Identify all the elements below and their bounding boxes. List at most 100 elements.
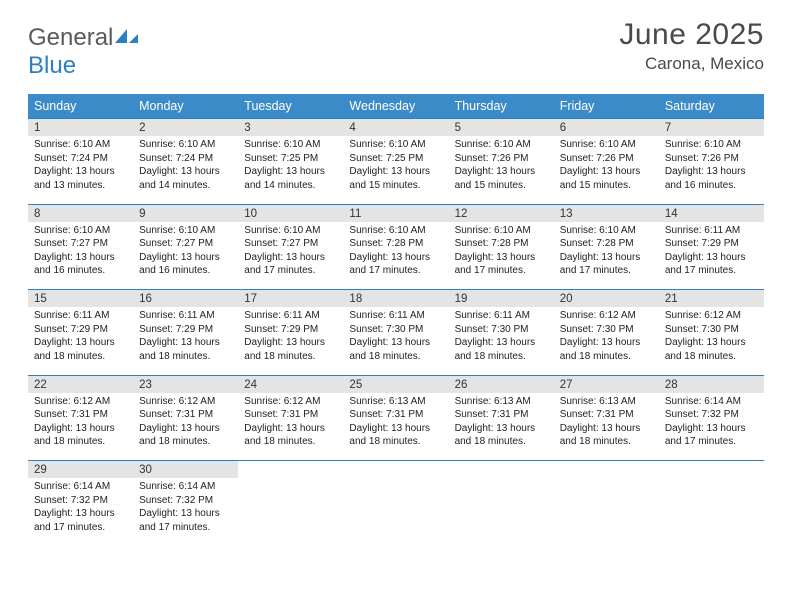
day-number: 17 [238, 290, 343, 308]
title-block: June 2025 Carona, Mexico [619, 18, 764, 74]
daynum-row: 1234567 [28, 119, 764, 137]
day-cell [554, 478, 659, 546]
calendar-table: Sunday Monday Tuesday Wednesday Thursday… [28, 94, 764, 546]
day-number: 5 [449, 119, 554, 137]
dayheader-thursday: Thursday [449, 94, 554, 119]
day-cell: Sunrise: 6:10 AMSunset: 7:25 PMDaylight:… [343, 136, 448, 204]
day-number: 20 [554, 290, 659, 308]
day-cell [238, 478, 343, 546]
day-cell: Sunrise: 6:10 AMSunset: 7:26 PMDaylight:… [554, 136, 659, 204]
day-number: 12 [449, 204, 554, 222]
day-cell: Sunrise: 6:10 AMSunset: 7:28 PMDaylight:… [449, 222, 554, 290]
day-number: 13 [554, 204, 659, 222]
logo-text: GeneralBlue [28, 24, 139, 80]
day-cell: Sunrise: 6:14 AMSunset: 7:32 PMDaylight:… [133, 478, 238, 546]
day-number: 27 [554, 375, 659, 393]
day-number: 8 [28, 204, 133, 222]
day-cell: Sunrise: 6:14 AMSunset: 7:32 PMDaylight:… [28, 478, 133, 546]
logo-sail-icon [113, 27, 139, 45]
location: Carona, Mexico [619, 54, 764, 74]
content-row: Sunrise: 6:11 AMSunset: 7:29 PMDaylight:… [28, 307, 764, 375]
day-cell: Sunrise: 6:12 AMSunset: 7:31 PMDaylight:… [28, 393, 133, 461]
day-number: 15 [28, 290, 133, 308]
day-cell: Sunrise: 6:11 AMSunset: 7:29 PMDaylight:… [659, 222, 764, 290]
calendar-header-row: Sunday Monday Tuesday Wednesday Thursday… [28, 94, 764, 119]
day-number: 16 [133, 290, 238, 308]
day-cell: Sunrise: 6:10 AMSunset: 7:27 PMDaylight:… [133, 222, 238, 290]
logo-part1: General [28, 24, 113, 51]
content-row: Sunrise: 6:10 AMSunset: 7:24 PMDaylight:… [28, 136, 764, 204]
day-cell: Sunrise: 6:13 AMSunset: 7:31 PMDaylight:… [343, 393, 448, 461]
day-number: 9 [133, 204, 238, 222]
dayheader-friday: Friday [554, 94, 659, 119]
day-number: 14 [659, 204, 764, 222]
day-number [449, 461, 554, 479]
month-title: June 2025 [619, 18, 764, 52]
day-number: 10 [238, 204, 343, 222]
content-row: Sunrise: 6:14 AMSunset: 7:32 PMDaylight:… [28, 478, 764, 546]
day-number: 1 [28, 119, 133, 137]
header: GeneralBlue June 2025 Carona, Mexico [28, 18, 764, 80]
day-cell: Sunrise: 6:10 AMSunset: 7:28 PMDaylight:… [343, 222, 448, 290]
day-cell [343, 478, 448, 546]
day-number: 23 [133, 375, 238, 393]
day-cell: Sunrise: 6:10 AMSunset: 7:24 PMDaylight:… [133, 136, 238, 204]
day-number: 2 [133, 119, 238, 137]
daynum-row: 891011121314 [28, 204, 764, 222]
day-cell: Sunrise: 6:10 AMSunset: 7:25 PMDaylight:… [238, 136, 343, 204]
dayheader-monday: Monday [133, 94, 238, 119]
day-number: 4 [343, 119, 448, 137]
day-number: 21 [659, 290, 764, 308]
dayheader-wednesday: Wednesday [343, 94, 448, 119]
day-cell: Sunrise: 6:10 AMSunset: 7:27 PMDaylight:… [28, 222, 133, 290]
day-cell [449, 478, 554, 546]
day-number: 28 [659, 375, 764, 393]
day-cell: Sunrise: 6:12 AMSunset: 7:31 PMDaylight:… [133, 393, 238, 461]
day-cell [659, 478, 764, 546]
day-cell: Sunrise: 6:14 AMSunset: 7:32 PMDaylight:… [659, 393, 764, 461]
daynum-row: 22232425262728 [28, 375, 764, 393]
day-cell: Sunrise: 6:13 AMSunset: 7:31 PMDaylight:… [554, 393, 659, 461]
day-cell: Sunrise: 6:10 AMSunset: 7:24 PMDaylight:… [28, 136, 133, 204]
day-cell: Sunrise: 6:10 AMSunset: 7:28 PMDaylight:… [554, 222, 659, 290]
day-cell: Sunrise: 6:11 AMSunset: 7:30 PMDaylight:… [343, 307, 448, 375]
day-number: 7 [659, 119, 764, 137]
day-cell: Sunrise: 6:11 AMSunset: 7:29 PMDaylight:… [238, 307, 343, 375]
day-cell: Sunrise: 6:11 AMSunset: 7:29 PMDaylight:… [28, 307, 133, 375]
day-number [238, 461, 343, 479]
logo-part2: Blue [28, 52, 76, 79]
day-cell: Sunrise: 6:12 AMSunset: 7:31 PMDaylight:… [238, 393, 343, 461]
day-number [659, 461, 764, 479]
day-number: 29 [28, 461, 133, 479]
day-number [554, 461, 659, 479]
day-number [343, 461, 448, 479]
day-cell: Sunrise: 6:11 AMSunset: 7:29 PMDaylight:… [133, 307, 238, 375]
day-number: 22 [28, 375, 133, 393]
day-cell: Sunrise: 6:10 AMSunset: 7:26 PMDaylight:… [659, 136, 764, 204]
calendar-body: 1234567Sunrise: 6:10 AMSunset: 7:24 PMDa… [28, 119, 764, 547]
day-cell: Sunrise: 6:12 AMSunset: 7:30 PMDaylight:… [659, 307, 764, 375]
day-cell: Sunrise: 6:11 AMSunset: 7:30 PMDaylight:… [449, 307, 554, 375]
day-cell: Sunrise: 6:10 AMSunset: 7:26 PMDaylight:… [449, 136, 554, 204]
day-number: 6 [554, 119, 659, 137]
day-number: 18 [343, 290, 448, 308]
page: GeneralBlue June 2025 Carona, Mexico Sun… [0, 0, 792, 564]
content-row: Sunrise: 6:10 AMSunset: 7:27 PMDaylight:… [28, 222, 764, 290]
day-cell: Sunrise: 6:12 AMSunset: 7:30 PMDaylight:… [554, 307, 659, 375]
day-number: 11 [343, 204, 448, 222]
dayheader-tuesday: Tuesday [238, 94, 343, 119]
dayheader-sunday: Sunday [28, 94, 133, 119]
day-number: 30 [133, 461, 238, 479]
day-cell: Sunrise: 6:10 AMSunset: 7:27 PMDaylight:… [238, 222, 343, 290]
day-number: 3 [238, 119, 343, 137]
day-number: 19 [449, 290, 554, 308]
logo: GeneralBlue [28, 24, 139, 80]
content-row: Sunrise: 6:12 AMSunset: 7:31 PMDaylight:… [28, 393, 764, 461]
daynum-row: 2930 [28, 461, 764, 479]
day-number: 24 [238, 375, 343, 393]
day-number: 25 [343, 375, 448, 393]
dayheader-saturday: Saturday [659, 94, 764, 119]
day-number: 26 [449, 375, 554, 393]
daynum-row: 15161718192021 [28, 290, 764, 308]
day-cell: Sunrise: 6:13 AMSunset: 7:31 PMDaylight:… [449, 393, 554, 461]
